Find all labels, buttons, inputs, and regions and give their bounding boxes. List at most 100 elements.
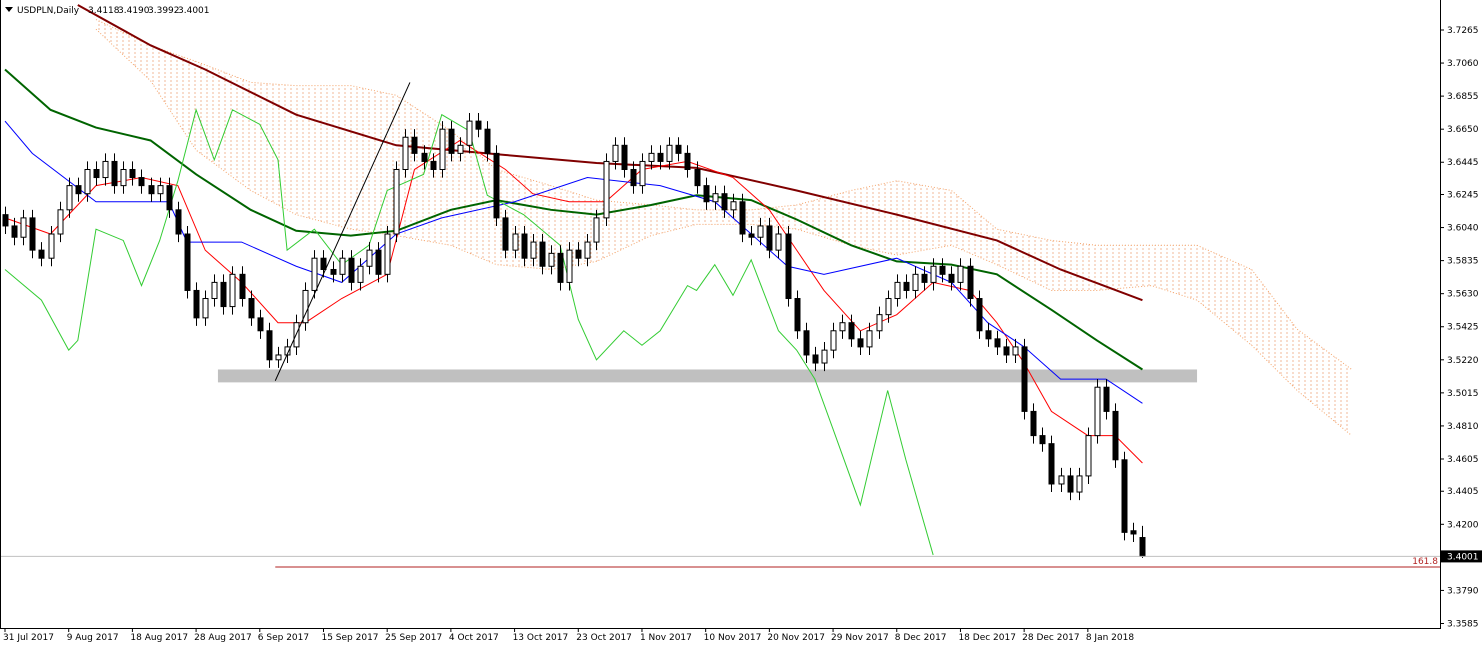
candle-body: [512, 233, 519, 251]
candle-body: [375, 249, 382, 275]
candle-body: [1103, 386, 1110, 412]
candle-body: [402, 136, 409, 170]
x-tick-label: 1 Nov 2017: [640, 633, 692, 643]
indicator-line: [4, 120, 1143, 404]
candle-body: [839, 322, 846, 332]
candle-body: [175, 209, 182, 235]
candle-body: [148, 185, 155, 195]
candle-body: [1012, 346, 1019, 356]
y-tick-label: 3.6855: [1447, 92, 1479, 102]
candle-body: [530, 241, 537, 259]
candle-body: [93, 168, 100, 179]
candle-body: [712, 193, 719, 203]
candle-body: [639, 160, 646, 187]
y-tick-label: 3.5835: [1447, 257, 1479, 267]
candle-body: [775, 233, 782, 251]
candle-body: [948, 273, 955, 283]
y-tick-label: 3.3790: [1447, 586, 1479, 596]
candle-body: [193, 289, 200, 319]
candle-body: [939, 265, 946, 275]
x-tick-label: 10 Nov 2017: [704, 633, 762, 643]
candle-body: [366, 249, 373, 267]
candle-body: [521, 233, 528, 259]
y-tick-label: 3.7060: [1447, 59, 1479, 69]
candle-body: [357, 265, 364, 283]
candle-body: [493, 152, 500, 219]
candle-body: [311, 257, 318, 291]
indicator-line: [77, 4, 1143, 302]
candle-body: [812, 354, 819, 364]
candle-body: [803, 330, 810, 356]
candle-body: [1021, 346, 1028, 412]
y-tick-label: 3.6245: [1447, 190, 1479, 200]
candle-body: [430, 160, 437, 170]
candle-body: [202, 298, 209, 319]
candle-body: [48, 233, 55, 259]
candle-body: [757, 225, 764, 238]
candle-body: [967, 265, 974, 300]
candle-body: [548, 252, 555, 267]
y-tick-label: 3.6040: [1447, 224, 1479, 234]
candle-body: [211, 281, 218, 300]
candle-body: [957, 265, 964, 283]
x-tick-label: 28 Aug 2017: [194, 633, 252, 643]
x-tick-label: 4 Oct 2017: [449, 633, 499, 643]
candle-body: [484, 128, 491, 154]
candle-body: [866, 330, 873, 348]
candle-body: [675, 144, 682, 154]
candle-body: [439, 128, 446, 170]
x-tick-label: 28 Dec 2017: [1022, 633, 1079, 643]
candle-body: [320, 257, 327, 270]
candle-body: [248, 298, 255, 319]
candle-body: [229, 273, 236, 308]
candle-body: [566, 249, 573, 283]
open-label: 3.4118: [88, 6, 120, 16]
candle-body: [593, 217, 600, 243]
candle-body: [1112, 410, 1119, 461]
menu-arrow[interactable]: [5, 7, 13, 12]
y-tick-label: 3.4405: [1447, 487, 1479, 497]
symbol-title: USDPLN,Daily: [17, 6, 80, 16]
candle-body: [848, 322, 855, 340]
x-tick-label: 8 Jan 2018: [1086, 633, 1134, 643]
y-tick-label: 3.5220: [1447, 356, 1479, 366]
candle-body: [1030, 410, 1037, 437]
candle-body: [421, 152, 428, 162]
candle-body: [930, 265, 937, 283]
x-tick-label: 18 Aug 2017: [130, 633, 188, 643]
candle-body: [1094, 386, 1101, 437]
x-tick-label: 6 Sep 2017: [258, 633, 309, 643]
candle-body: [1058, 475, 1065, 485]
candle-body: [257, 317, 264, 332]
candle-body: [612, 144, 619, 162]
candle-body: [603, 160, 610, 219]
x-tick-label: 15 Sep 2017: [321, 633, 378, 643]
candle-body: [830, 330, 837, 351]
candle-body: [630, 168, 637, 187]
candle-body: [721, 193, 728, 211]
candle-body: [239, 273, 246, 300]
y-tick-label: 3.5015: [1447, 389, 1479, 399]
candle-body: [684, 152, 691, 170]
fib-base: [274, 82, 411, 381]
candle-body: [157, 185, 164, 195]
candle-body: [84, 168, 91, 195]
x-tick-label: 9 Aug 2017: [67, 633, 119, 643]
candle-body: [20, 217, 27, 238]
candle-body: [876, 314, 883, 332]
x-tick-label: 31 Jul 2017: [3, 633, 54, 643]
candle-body: [1003, 346, 1010, 356]
candle-body: [694, 168, 701, 187]
low-label: 3.3992: [148, 6, 180, 16]
candle-body: [384, 233, 391, 275]
candle-body: [1048, 443, 1055, 485]
plot-area: [0, 4, 1440, 568]
candle-body: [102, 160, 109, 179]
x-tick-label: 8 Dec 2017: [895, 633, 947, 643]
candle-body: [38, 249, 45, 259]
candle-body: [885, 298, 892, 316]
cloud-area: [96, 19, 1352, 436]
support-zone: [217, 369, 1198, 383]
x-tick-label: 13 Oct 2017: [513, 633, 569, 643]
